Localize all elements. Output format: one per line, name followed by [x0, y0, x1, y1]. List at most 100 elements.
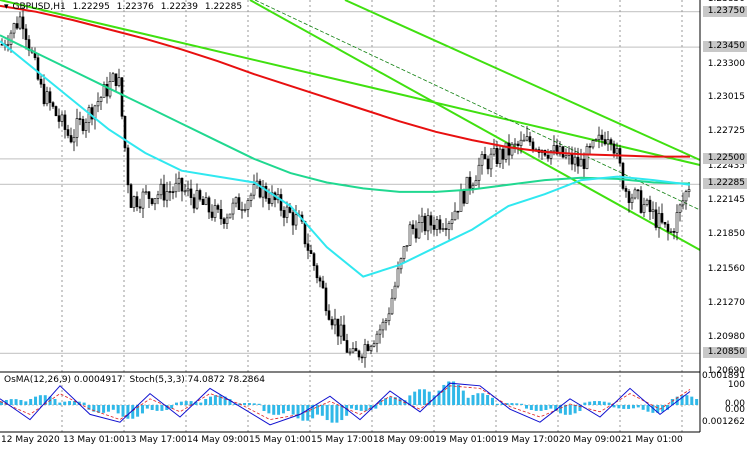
candle-body [354, 348, 358, 352]
candle-body [336, 318, 340, 337]
osma-bar [588, 401, 592, 405]
candle-body [486, 158, 490, 170]
candle-body [630, 197, 634, 203]
candle-body [564, 155, 568, 158]
open-value: 1.22295 [72, 2, 110, 12]
osma-bar [170, 405, 174, 409]
candle-body [153, 198, 157, 205]
price-level-badge: 1.23450 [703, 41, 747, 53]
osma-bar [121, 405, 125, 417]
osma-bar [573, 405, 577, 414]
candle-body [288, 206, 292, 213]
osma-bar [29, 399, 33, 405]
candle-body [9, 32, 13, 45]
osma-bar [486, 394, 490, 405]
candle-body [318, 277, 322, 282]
candle-body [177, 177, 181, 184]
candle-body [75, 118, 79, 138]
osma-bar [257, 403, 261, 405]
time-tick-label: 13 May 17:00 [125, 435, 187, 445]
osma-bar [199, 402, 203, 405]
osma-bar [398, 398, 402, 405]
candle-body [186, 188, 190, 192]
candle-body [126, 147, 130, 186]
candle-body [489, 153, 493, 170]
osma-bar [539, 405, 543, 411]
osma-bar [43, 395, 47, 405]
time-tick-label: 15 May 01:00 [249, 435, 311, 445]
osma-bar [452, 381, 456, 405]
candle-body [555, 145, 559, 155]
osma-bar [631, 405, 635, 409]
candle-body [231, 202, 235, 215]
time-tick-label: 12 May 2020 [1, 435, 60, 445]
osma-bar [53, 399, 57, 405]
osma-bar [495, 403, 499, 405]
stoch-signal-line [0, 385, 691, 421]
channel-line [0, 0, 701, 166]
candle-body [624, 188, 628, 192]
candle-body [165, 191, 169, 201]
candle-body [195, 190, 199, 209]
osma-bar [38, 395, 42, 405]
candle-body [474, 180, 478, 186]
osma-bar [291, 405, 295, 415]
candle-body [573, 156, 577, 165]
candle-body [633, 189, 637, 199]
candle-body [324, 287, 328, 312]
price-level-badge: 1.22500 [703, 152, 747, 164]
price-tick-label: 1.23300 [707, 58, 745, 69]
candle-body [168, 191, 172, 193]
osma-bar [593, 401, 597, 405]
price-tick-label: 1.20690 [707, 366, 745, 376]
osma-bar [111, 405, 115, 410]
osma-bar [145, 405, 149, 409]
candle-body [471, 184, 475, 189]
osma-bar [155, 405, 159, 411]
candle-body [522, 139, 526, 142]
candle-body [594, 139, 598, 141]
osma-bar [354, 405, 358, 411]
osma-bar [461, 390, 465, 405]
candle-body [492, 147, 496, 155]
candle-body [351, 348, 355, 353]
osma-bar [247, 403, 251, 405]
candle-body [39, 78, 43, 85]
candle-body [684, 191, 688, 202]
candle-body [15, 23, 19, 29]
symbol-label: GBPUSD,H1 [12, 2, 66, 12]
candle-body [189, 188, 193, 198]
candle-body [357, 350, 361, 358]
osma-bar [359, 405, 363, 411]
osma-bar [617, 405, 621, 409]
candle-body [591, 140, 595, 148]
osma-bar [432, 395, 436, 405]
osma-bar [369, 405, 373, 411]
candle-body [546, 154, 550, 159]
candle-body [657, 213, 661, 228]
osma-bar [24, 401, 28, 405]
candle-body [513, 143, 517, 146]
candle-body [258, 180, 262, 198]
osma-bar [670, 399, 674, 405]
osma-bar [529, 405, 533, 411]
candle-body [561, 146, 565, 158]
osma-bar [72, 401, 76, 405]
candle-body [327, 310, 331, 320]
osma-bar [228, 399, 232, 405]
candle-body [291, 212, 295, 226]
price-tick-label: 1.22435 [707, 160, 745, 171]
candle-body [414, 228, 418, 239]
candle-body [162, 183, 166, 201]
candle-body [468, 176, 472, 189]
candle-body [279, 194, 283, 211]
low-value: 1.22239 [160, 2, 198, 12]
osma-label: OsMA(12,26,9) 0.0004917 [4, 375, 123, 385]
candle-body [450, 219, 454, 224]
osma-bar [583, 402, 587, 405]
osma-bar [14, 399, 18, 405]
osma-bar [481, 393, 485, 405]
osma-bar [184, 401, 188, 405]
osma-bar [286, 405, 290, 411]
candle-body [672, 231, 676, 233]
